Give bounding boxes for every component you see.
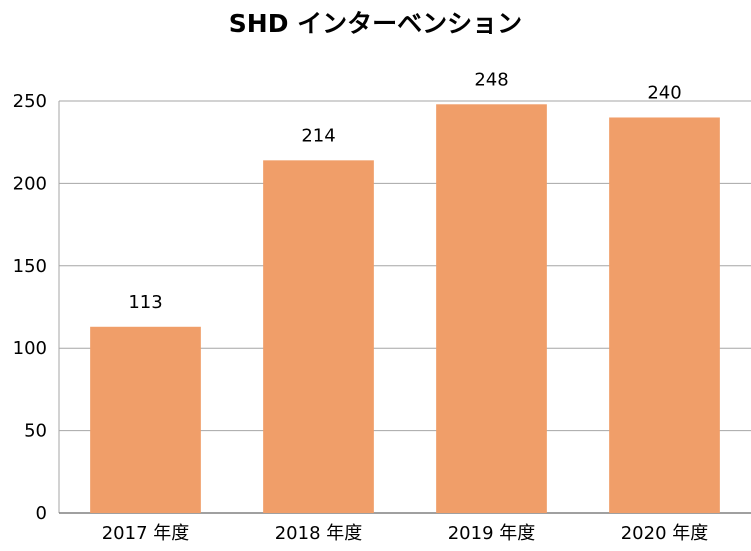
data-label-1: 113: [128, 292, 162, 313]
bar-4: [609, 117, 720, 513]
y-tick-label: 250: [13, 91, 47, 112]
y-tick-label: 50: [24, 421, 47, 442]
bars: [90, 104, 720, 514]
y-tick-label: 100: [13, 338, 47, 359]
chart-title: SHD インターベンション: [228, 9, 523, 38]
y-tick-label: 150: [13, 256, 47, 277]
bar-1: [90, 326, 201, 513]
x-tick-label-1: 2017 年度: [102, 523, 190, 544]
y-tick-label: 0: [36, 503, 47, 524]
y-tick-label: 200: [13, 173, 47, 194]
x-tick-label-2: 2018 年度: [275, 523, 363, 544]
data-labels: 113 214 248 240: [128, 69, 681, 312]
bar-2: [263, 160, 374, 513]
data-label-4: 240: [647, 82, 681, 103]
y-tick-labels: 0 50 100 150 200 250: [13, 91, 47, 524]
x-tick-labels: 2017 年度 2018 年度 2019 年度 2020 年度: [102, 523, 709, 544]
x-tick-label-4: 2020 年度: [621, 523, 709, 544]
bar-3: [436, 104, 547, 514]
x-tick-label-3: 2019 年度: [448, 523, 536, 544]
data-label-2: 214: [301, 125, 335, 146]
data-label-3: 248: [474, 69, 508, 90]
